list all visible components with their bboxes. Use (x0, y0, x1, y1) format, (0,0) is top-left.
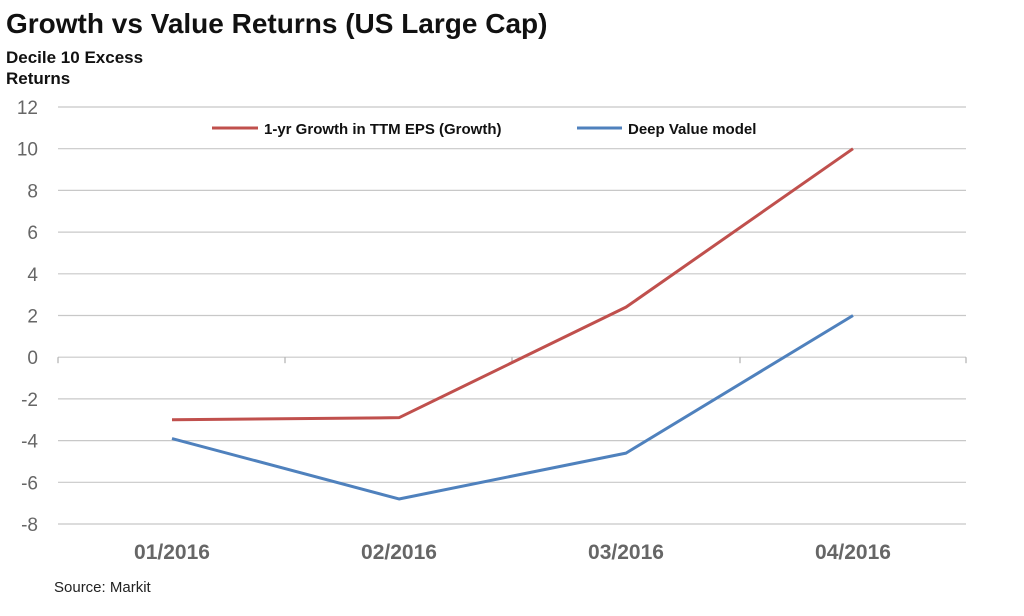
legend-label: Deep Value model (628, 121, 756, 138)
y-axis-label: Decile 10 Excess Returns (6, 48, 144, 88)
y-tick-label: 4 (27, 265, 38, 286)
y-tick-label: -2 (21, 390, 38, 411)
x-axis-ticks: 01/2016 02/2016 03/2016 04/2016 (134, 541, 891, 564)
x-tick-label: 03/2016 (588, 541, 664, 564)
y-tick-label: 2 (27, 307, 38, 328)
y-tick-label: 0 (27, 348, 38, 369)
series-line-2 (171, 314, 854, 501)
legend: 1-yr Growth in TTM EPS (Growth) Deep Valu… (212, 121, 756, 138)
x-tick-label: 04/2016 (815, 541, 891, 564)
x-tick-label: 01/2016 (134, 541, 210, 564)
y-tick-label: 6 (27, 223, 38, 244)
source-note: Source: Markit (54, 579, 151, 596)
y-tick-label: 10 (17, 140, 38, 161)
y-tick-label: -6 (21, 473, 38, 494)
y-tick-label: 8 (27, 181, 38, 202)
legend-label: 1-yr Growth in TTM EPS (Growth) (264, 121, 502, 138)
y-axis-ticks: 12 10 8 6 4 2 0 -2 -4 -6 -8 (17, 98, 39, 536)
chart-title: Growth vs Value Returns (US Large Cap) (6, 8, 548, 39)
x-tick-label: 02/2016 (361, 541, 437, 564)
y-tick-label: 12 (17, 98, 38, 119)
y-tick-label: -8 (21, 515, 38, 536)
series-lines (171, 147, 854, 501)
series-line-1 (171, 147, 854, 422)
gridlines (57, 106, 967, 525)
y-tick-label: -4 (21, 432, 38, 453)
